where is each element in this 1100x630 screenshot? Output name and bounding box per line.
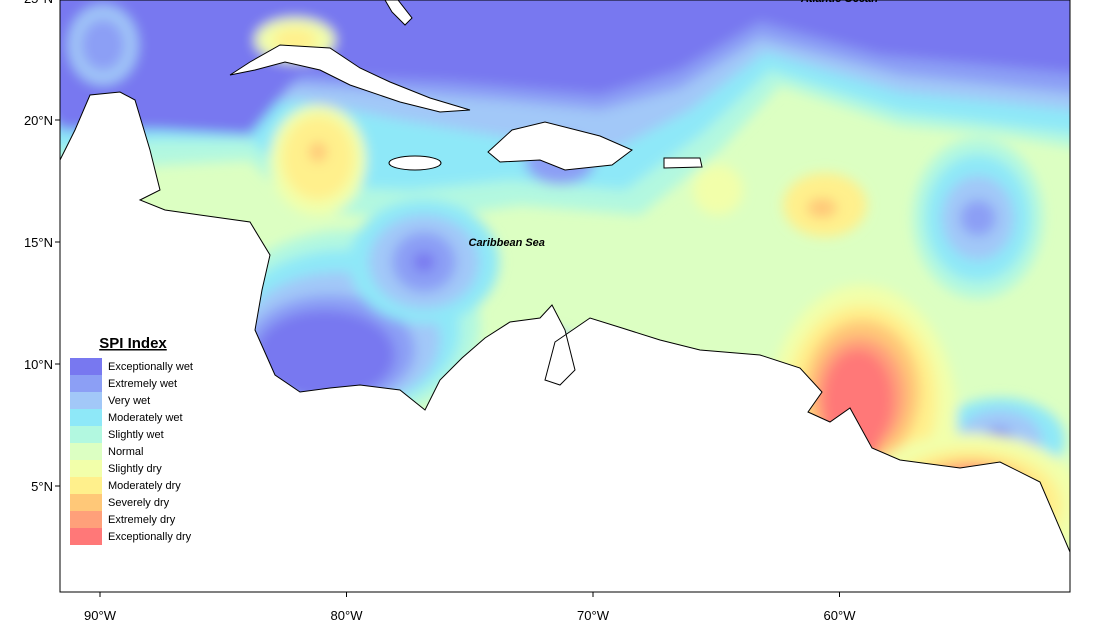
legend-label: Normal [108, 446, 143, 458]
legend-label: Slightly dry [108, 463, 162, 475]
contour [81, 19, 125, 71]
lat-tick-label: 25°N [24, 0, 53, 6]
legend-label: Exceptionally wet [108, 361, 193, 373]
lat-tick-label: 15°N [24, 235, 53, 250]
jamaica [388, 155, 442, 171]
cuba [229, 44, 471, 113]
lat-tick-label: 5°N [31, 479, 53, 494]
contour [960, 200, 996, 236]
legend-swatch [70, 494, 102, 511]
lat-tick-label: 10°N [24, 357, 53, 372]
legend-title: SPI Index [99, 335, 167, 352]
legend-label: Very wet [108, 395, 150, 407]
florida [384, 0, 413, 26]
legend-label: Slightly wet [108, 429, 164, 441]
legend-swatch [70, 358, 102, 375]
mainland [60, 91, 1070, 592]
legend-swatch [70, 392, 102, 409]
hispaniola [487, 121, 633, 171]
legend-swatch [70, 409, 102, 426]
puerto-rico [663, 157, 703, 169]
legend-label: Moderately wet [108, 412, 183, 424]
legend-swatch [70, 426, 102, 443]
legend-swatch [70, 375, 102, 392]
legend-swatch [70, 477, 102, 494]
lon-tick-label: 60°W [824, 608, 857, 623]
contour [693, 165, 743, 215]
lon-tick-label: 80°W [331, 608, 364, 623]
place-label: Caribbean Sea [469, 237, 545, 249]
legend-swatch [70, 528, 102, 545]
legend-label: Moderately dry [108, 480, 181, 492]
lon-tick-label: 70°W [577, 608, 610, 623]
legend-swatch [70, 460, 102, 477]
lon-tick-label: 90°W [84, 608, 117, 623]
legend-label: Exceptionally dry [108, 531, 192, 543]
spi-field [60, 0, 1070, 592]
legend-label: Extremely dry [108, 514, 176, 526]
contour [413, 252, 435, 272]
place-label: Atlantic Ocean [800, 0, 878, 5]
legend-label: Extremely wet [108, 378, 177, 390]
land [60, 0, 1070, 592]
map-frame [59, 0, 1071, 593]
legend-swatch [70, 443, 102, 460]
legend-label: Severely dry [108, 497, 170, 509]
legend-swatch [70, 511, 102, 528]
contour [807, 198, 837, 218]
lat-tick-label: 20°N [24, 113, 53, 128]
contour [309, 142, 327, 162]
contour [255, 310, 395, 400]
